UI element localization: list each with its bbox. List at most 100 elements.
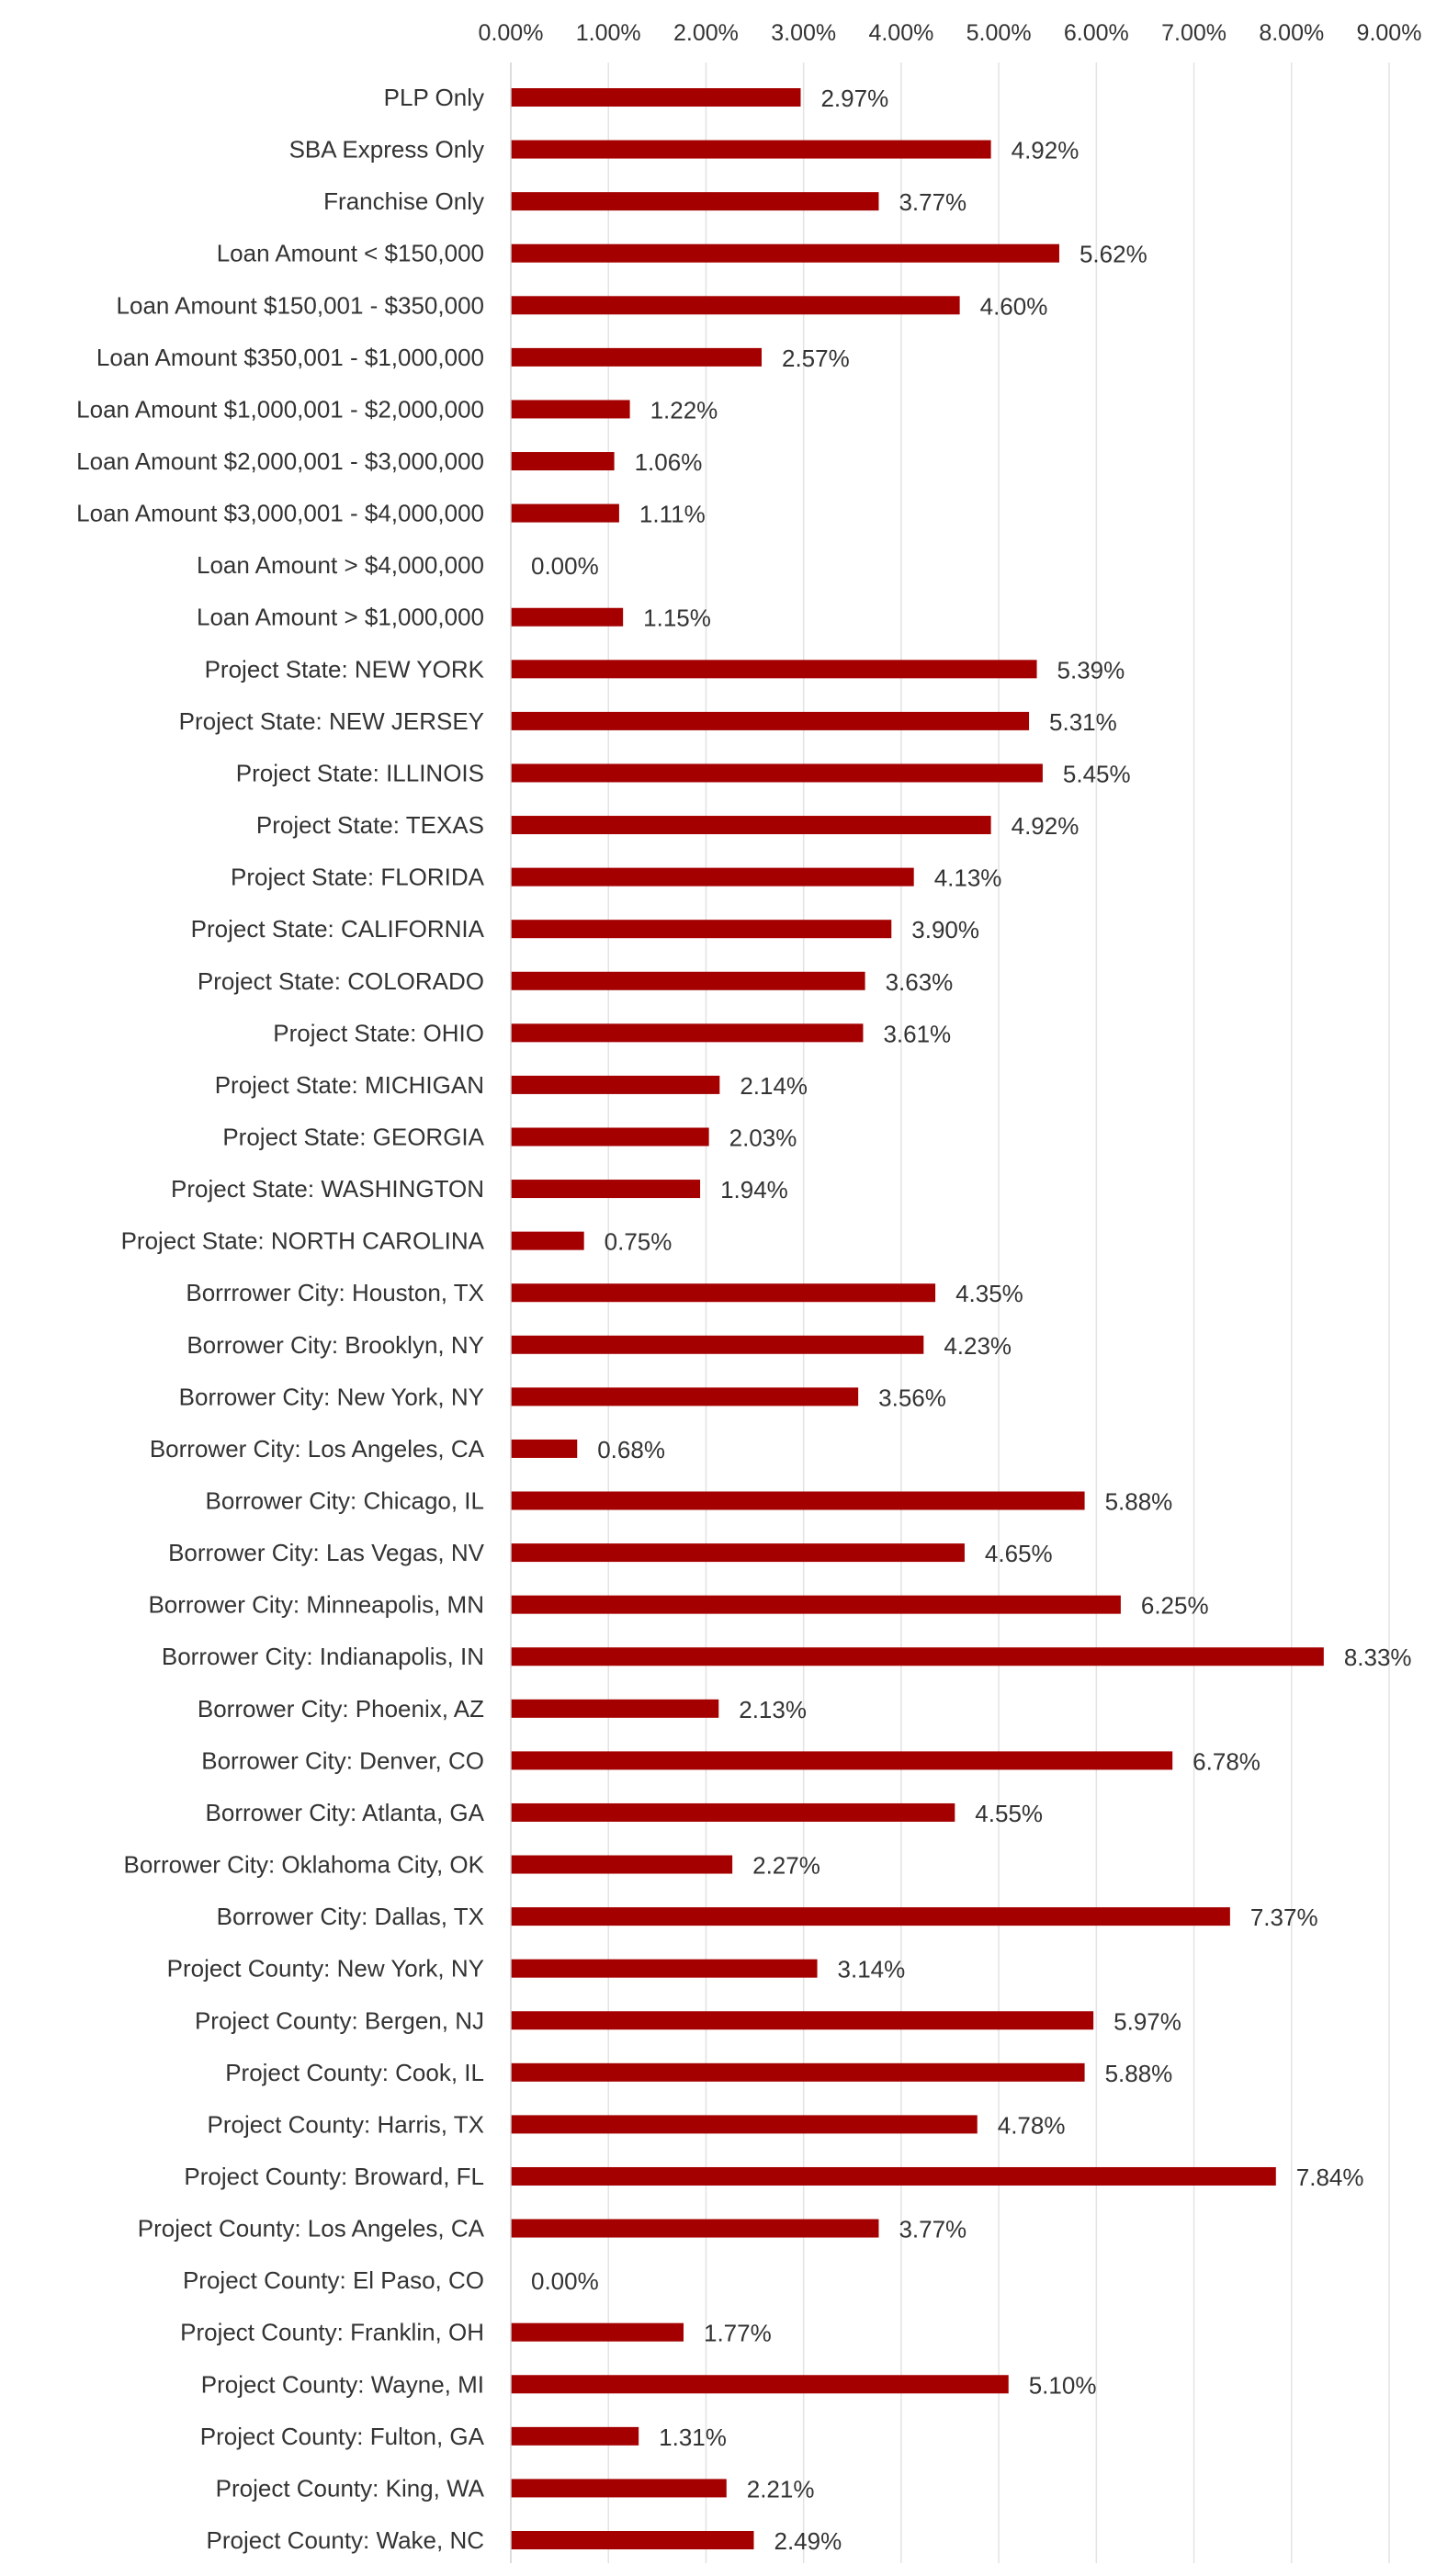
category-label: Borrower City: Dallas, TX: [217, 1903, 484, 1930]
category-label: Project State: COLORADO: [198, 967, 484, 995]
category-label: Borrrower City: Houston, TX: [186, 1279, 484, 1306]
category-label: Project County: Wayne, MI: [201, 2370, 484, 2398]
bar: [511, 1127, 709, 1147]
bar: [511, 192, 879, 211]
category-label: Project State: MICHIGAN: [215, 1071, 484, 1099]
category-label: Project County: Harris, TX: [207, 2110, 484, 2138]
bar: [511, 1439, 578, 1458]
category-label: Loan Amount $3,000,001 - $4,000,000: [76, 500, 484, 527]
category-label: Project County: El Paso, CO: [183, 2266, 484, 2294]
bar: [511, 607, 624, 627]
x-axis-tick-labels: 0.00% 1.00% 2.00% 3.00% 4.00% 5.00% 6.00% 7.00%…: [479, 20, 1422, 46]
data-label: 8.33%: [1344, 1644, 1412, 1671]
x-tick-label: 2.00%: [673, 20, 739, 46]
bar: [511, 1595, 1121, 1614]
data-label: 2.21%: [747, 2475, 815, 2503]
category-label: Project County: Wake, NC: [207, 2526, 484, 2554]
x-tick-label: 8.00%: [1259, 20, 1324, 46]
data-label: 3.77%: [899, 188, 967, 216]
bar: [511, 1543, 965, 1563]
data-label: 0.00%: [531, 2267, 599, 2295]
bar: [511, 2479, 727, 2498]
category-label: Project County: Broward, FL: [184, 2163, 484, 2190]
data-label: 5.31%: [1049, 708, 1117, 736]
data-label: 2.03%: [729, 1124, 797, 1151]
bar: [511, 1231, 584, 1250]
category-label: Project State: FLORIDA: [231, 864, 485, 891]
data-label: 4.92%: [1012, 812, 1080, 840]
bar: [511, 2219, 879, 2238]
data-label: 3.63%: [886, 968, 954, 996]
data-label: 1.77%: [704, 2320, 772, 2347]
data-label: 5.97%: [1114, 2007, 1181, 2035]
data-label: 2.57%: [782, 345, 850, 372]
category-label: Loan Amount $1,000,001 - $2,000,000: [76, 395, 484, 423]
data-label: 4.23%: [944, 1332, 1012, 1360]
data-labels: 2.97% 4.92% 3.77% 5.62% 4.60% 2.57% 1.22% 1.06%…: [531, 85, 1412, 2555]
bar: [511, 1387, 859, 1407]
data-label: 3.77%: [899, 2216, 967, 2243]
bar: [511, 2322, 684, 2342]
bar: [511, 452, 615, 471]
bar: [511, 2166, 1276, 2186]
category-label: Borrower City: Indianapolis, IN: [162, 1643, 484, 1670]
data-label: 3.90%: [911, 916, 979, 943]
data-label: 5.39%: [1057, 656, 1125, 684]
data-label: 4.35%: [955, 1280, 1023, 1307]
category-label: PLP Only: [384, 84, 484, 111]
category-label: Project County: Fulton, GA: [200, 2423, 485, 2450]
category-label: Project State: NEW YORK: [205, 655, 485, 683]
bar: [511, 1959, 818, 1978]
bar: [511, 1699, 719, 1718]
category-label: Borrower City: Chicago, IL: [206, 1487, 484, 1515]
category-label: SBA Express Only: [289, 136, 484, 164]
bar: [511, 1647, 1324, 1666]
category-label: Project State: TEXAS: [256, 811, 484, 839]
data-label: 6.78%: [1193, 1747, 1260, 1775]
data-label: 7.37%: [1250, 1904, 1318, 1931]
category-label: Borrower City: Los Angeles, CA: [150, 1435, 485, 1463]
bar: [511, 1491, 1085, 1510]
category-label: Project State: WASHINGTON: [171, 1175, 484, 1203]
data-label: 2.14%: [740, 1072, 808, 1100]
category-label: Borrower City: Denver, CO: [201, 1746, 484, 1774]
category-label: Borrower City: Oklahoma City, OK: [123, 1851, 484, 1879]
bar: [511, 2062, 1085, 2082]
bar: [511, 1855, 733, 1874]
x-tick-label: 5.00%: [967, 20, 1032, 46]
category-label: Loan Amount < $150,000: [217, 240, 484, 267]
bar: [511, 1751, 1173, 1770]
bar: [511, 920, 892, 939]
category-label: Project County: New York, NY: [167, 1955, 484, 1983]
data-label: 0.75%: [605, 1228, 673, 1256]
category-label: Loan Amount $150,001 - $350,000: [117, 291, 484, 319]
data-label: 1.06%: [635, 448, 703, 476]
category-label: Loan Amount > $4,000,000: [197, 551, 484, 579]
data-label: 0.00%: [531, 552, 599, 580]
data-label: 5.88%: [1105, 2060, 1173, 2087]
data-label: 4.78%: [998, 2111, 1066, 2139]
bar: [511, 867, 914, 887]
data-label: 6.25%: [1141, 1592, 1209, 1620]
category-label: Borrower City: Minneapolis, MN: [148, 1591, 484, 1619]
bars: [511, 88, 1324, 2549]
category-label: Project County: Bergen, NJ: [195, 2006, 484, 2034]
bar: [511, 1335, 924, 1354]
bar: [511, 1075, 720, 1094]
data-label: 5.88%: [1105, 1488, 1173, 1516]
data-label: 1.11%: [639, 501, 706, 528]
data-label: 3.61%: [883, 1020, 951, 1047]
bar: [511, 971, 865, 990]
x-tick-label: 3.00%: [771, 20, 836, 46]
bar: [511, 1180, 701, 1199]
bar: [511, 1023, 864, 1043]
data-label: 0.68%: [597, 1436, 665, 1463]
x-tick-label: 4.00%: [868, 20, 933, 46]
bar: [511, 660, 1037, 679]
data-label: 1.22%: [650, 396, 718, 424]
category-label: Loan Amount $2,000,001 - $3,000,000: [76, 447, 484, 475]
category-label: Project County: Franklin, OH: [180, 2319, 484, 2346]
data-label: 5.10%: [1029, 2371, 1097, 2399]
category-labels: PLP Only SBA Express Only Franchise Only Lo…: [76, 84, 484, 2554]
category-label: Borrower City: Brooklyn, NY: [187, 1331, 484, 1359]
